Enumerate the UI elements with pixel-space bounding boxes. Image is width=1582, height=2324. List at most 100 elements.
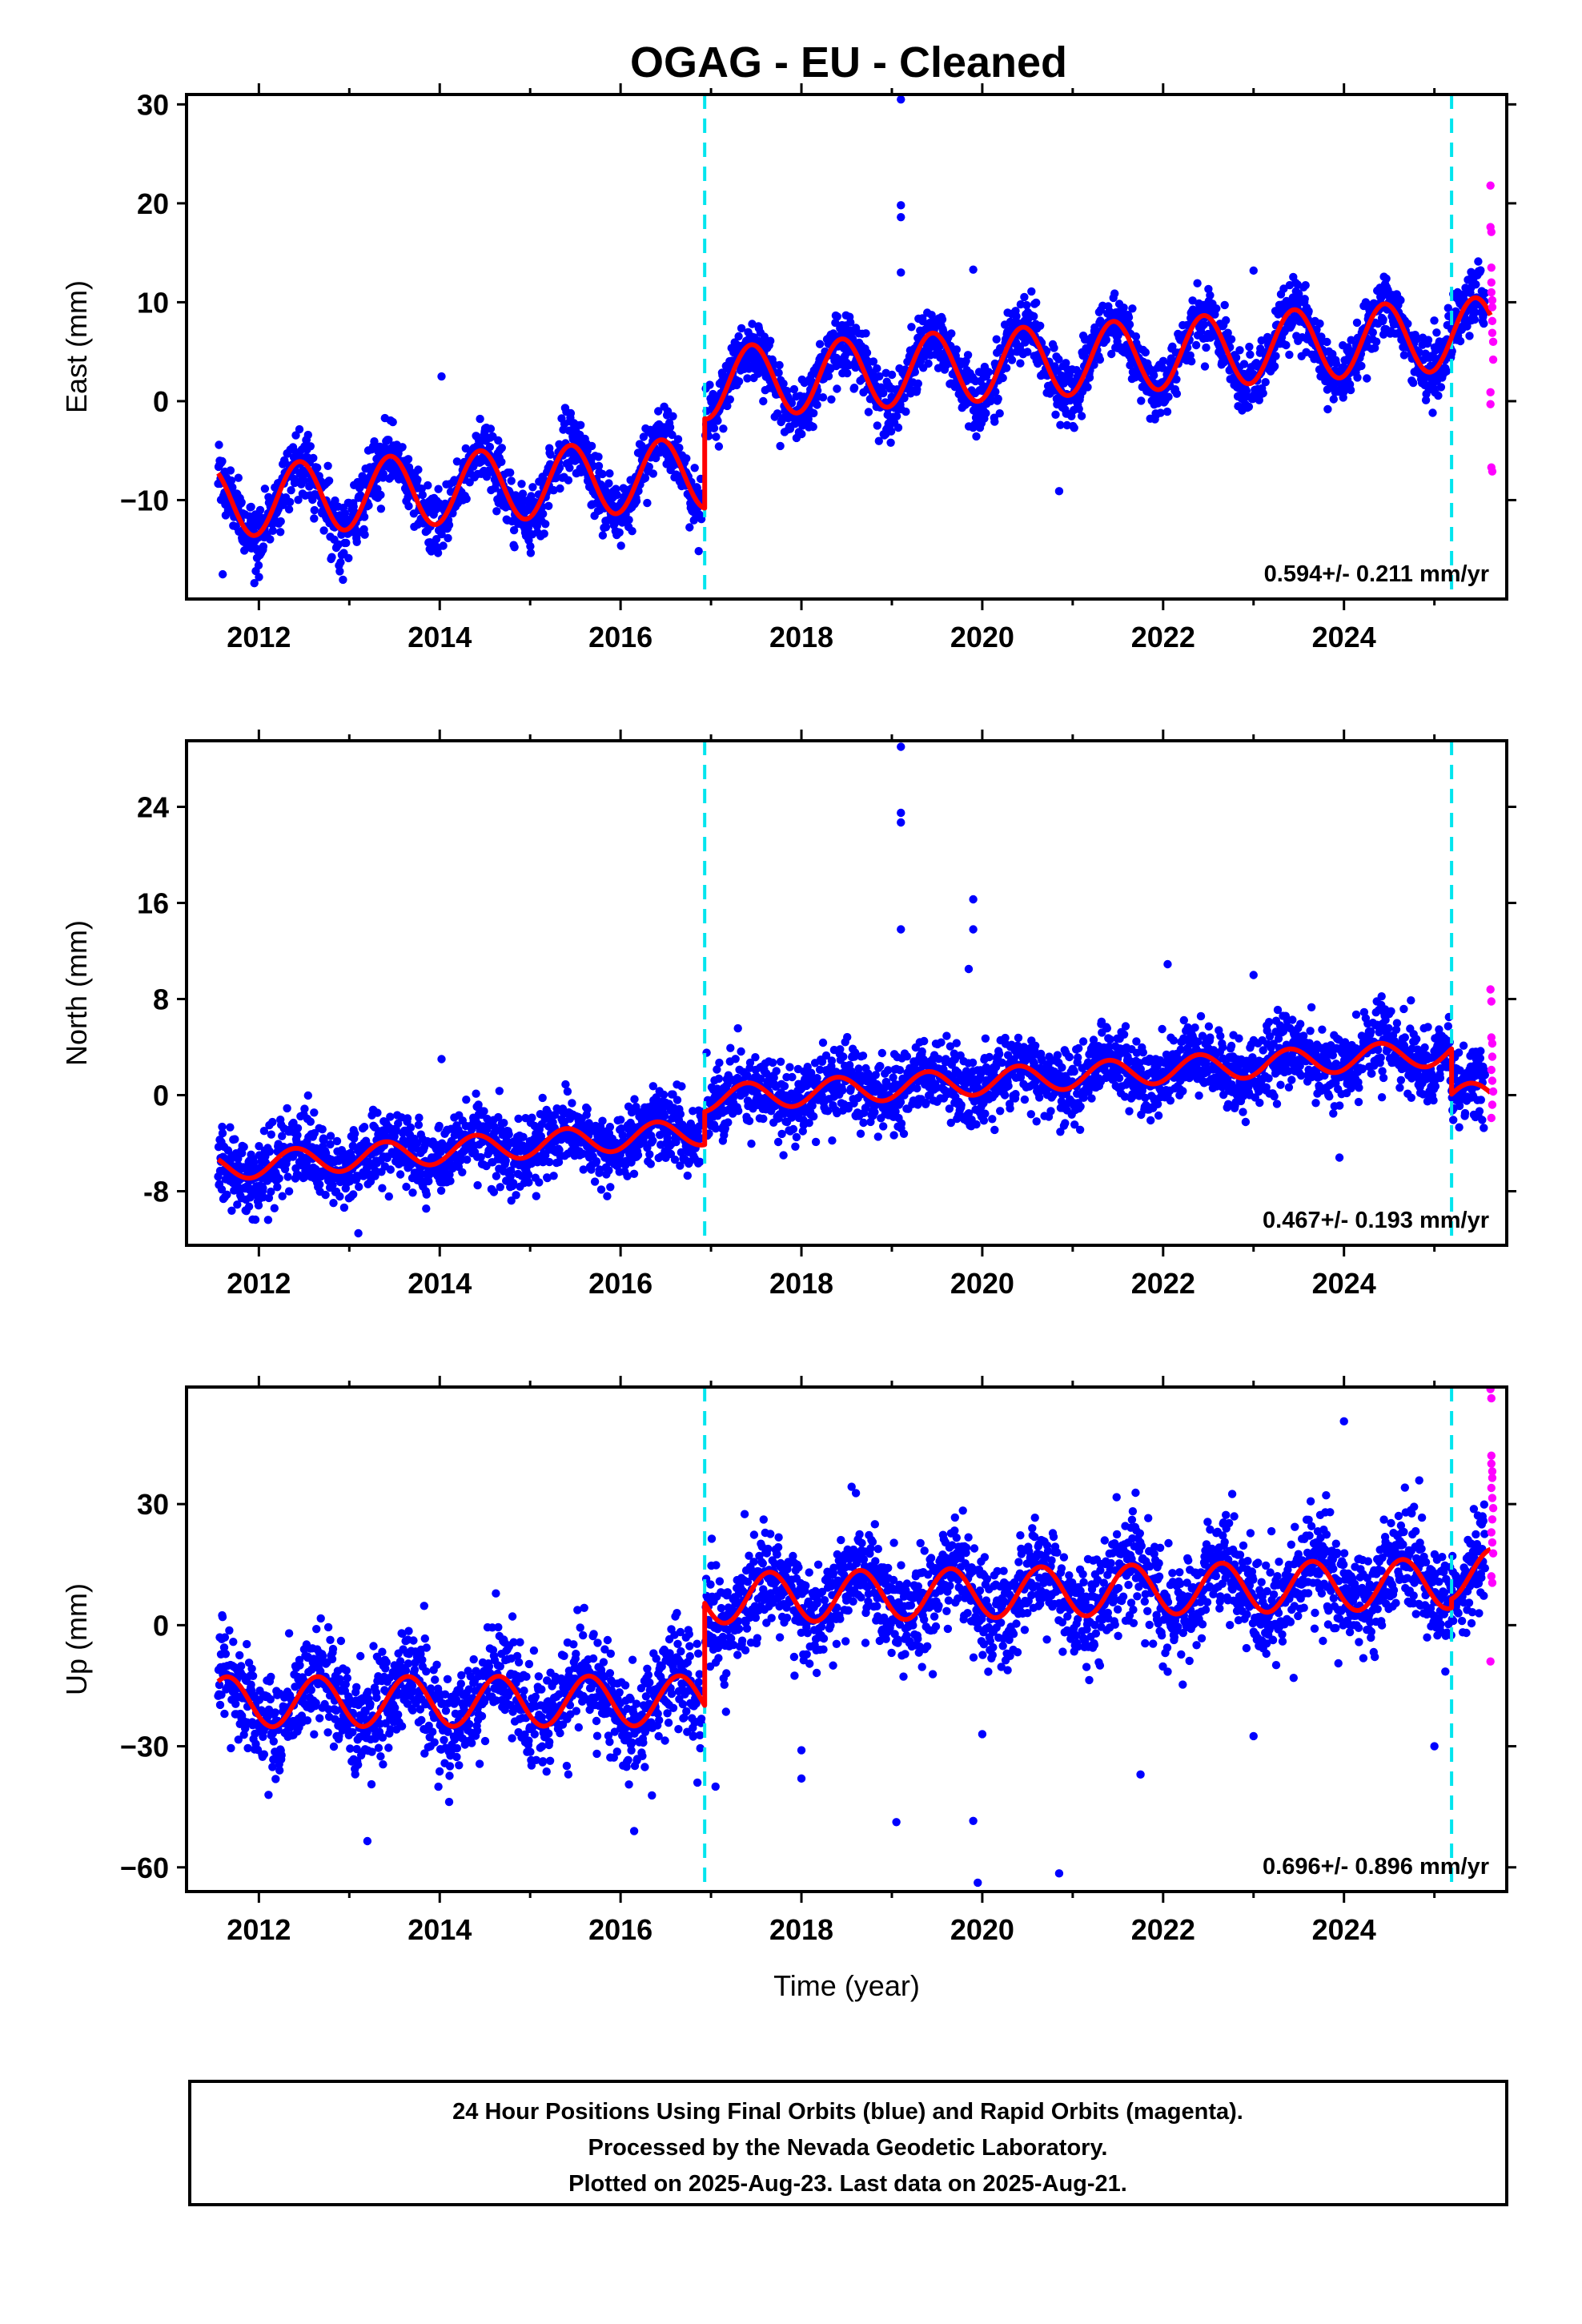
data-point	[336, 558, 345, 567]
data-point	[396, 1170, 405, 1179]
data-point	[630, 1095, 639, 1104]
data-point	[300, 1104, 309, 1113]
data-point	[379, 469, 387, 478]
data-point	[1036, 321, 1045, 330]
data-point	[329, 1199, 338, 1208]
data-point	[324, 476, 334, 485]
data-point	[724, 1118, 733, 1127]
data-point	[340, 509, 350, 518]
data-point	[876, 1062, 885, 1071]
data-point	[910, 368, 920, 376]
data-point	[306, 1117, 315, 1126]
x-tick-label: 2016	[588, 621, 652, 653]
data-point	[1022, 300, 1031, 310]
data-point	[1077, 412, 1086, 420]
data-point	[831, 318, 840, 328]
data-point	[590, 1177, 600, 1186]
data-point	[315, 1180, 324, 1189]
data-point	[693, 483, 701, 493]
data-point	[514, 1114, 523, 1124]
data-point	[1421, 396, 1431, 404]
data-point	[306, 442, 315, 451]
data-point	[1074, 404, 1083, 413]
data-point	[1428, 408, 1437, 417]
data-point	[496, 1183, 504, 1192]
data-point	[1095, 355, 1105, 364]
data-point	[828, 1136, 837, 1145]
rapid-orbit-point	[1487, 278, 1496, 287]
data-point	[1150, 371, 1158, 380]
data-point	[759, 396, 768, 406]
data-point	[1137, 396, 1146, 405]
data-point	[549, 486, 558, 495]
data-point	[644, 462, 653, 472]
data-point	[972, 432, 981, 441]
data-point	[1020, 292, 1029, 302]
data-point	[386, 1112, 395, 1121]
data-point	[1287, 320, 1297, 328]
data-point	[862, 348, 872, 357]
data-point	[432, 535, 441, 544]
data-point	[284, 505, 294, 514]
data-point	[773, 1137, 783, 1147]
data-point	[624, 516, 633, 525]
data-point	[808, 1101, 817, 1110]
data-point	[435, 1121, 444, 1131]
outlier-point	[1249, 266, 1258, 275]
data-point	[1379, 315, 1387, 324]
data-point	[896, 1097, 905, 1107]
data-point	[843, 368, 852, 378]
data-point	[228, 483, 237, 492]
data-point	[889, 1131, 898, 1140]
rapid-orbit-point	[1488, 337, 1498, 347]
data-point	[986, 395, 996, 404]
data-point	[803, 1063, 812, 1072]
data-point	[659, 1090, 669, 1100]
data-point	[544, 501, 553, 510]
data-point	[676, 1161, 685, 1170]
data-point	[249, 1158, 259, 1167]
outlier-point	[1054, 487, 1064, 496]
data-point	[546, 450, 555, 459]
data-point	[776, 441, 785, 451]
data-point	[982, 408, 990, 418]
final-orbit-points	[214, 257, 1490, 585]
data-point	[1012, 312, 1021, 321]
data-point	[264, 1193, 274, 1203]
data-point	[414, 465, 423, 474]
data-point	[743, 374, 752, 383]
data-point	[745, 1116, 754, 1126]
data-point	[507, 476, 516, 485]
data-point	[433, 549, 443, 557]
data-point	[669, 412, 677, 420]
data-point	[998, 373, 1007, 383]
data-point	[683, 1171, 692, 1180]
data-point	[291, 431, 300, 440]
data-point	[892, 412, 901, 420]
data-point	[1110, 289, 1119, 298]
data-point	[1259, 388, 1267, 398]
data-point	[339, 575, 347, 585]
data-point	[303, 430, 312, 440]
data-point	[785, 1063, 794, 1072]
data-point	[632, 497, 641, 505]
data-point	[1270, 362, 1279, 371]
x-tick-label: 2024	[1312, 621, 1376, 653]
data-point	[370, 437, 379, 446]
data-point	[251, 1215, 260, 1224]
data-point	[1158, 364, 1167, 372]
data-point	[352, 537, 361, 546]
data-point	[1090, 360, 1098, 369]
data-point	[663, 407, 673, 416]
data-point	[1357, 361, 1366, 371]
data-point	[645, 1150, 654, 1159]
data-point	[278, 1132, 287, 1140]
data-point	[413, 475, 422, 485]
data-point	[907, 323, 916, 332]
data-point	[1371, 344, 1379, 352]
data-point	[1399, 351, 1409, 360]
data-point	[1083, 383, 1092, 392]
data-point	[1472, 280, 1480, 289]
data-point	[492, 1172, 501, 1180]
data-point	[777, 1129, 786, 1139]
